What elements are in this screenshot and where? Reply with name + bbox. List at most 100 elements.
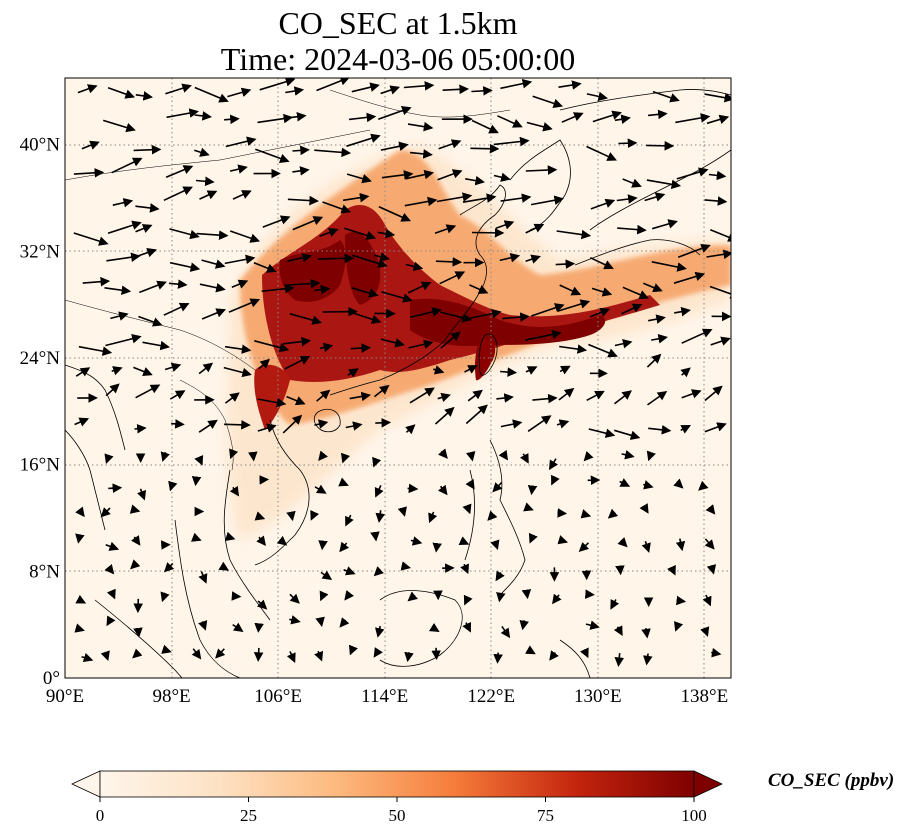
wind-arrow-icon: [705, 504, 716, 515]
wind-arrow-icon: [437, 448, 448, 459]
wind-arrow-icon: [493, 136, 530, 147]
wind-arrow-icon: [551, 474, 560, 486]
wind-arrow-icon: [259, 78, 296, 91]
wind-arrow-icon: [673, 478, 684, 489]
wind-arrow-icon: [74, 623, 85, 633]
wind-arrow-icon: [521, 589, 532, 600]
wind-arrow-icon: [338, 477, 349, 487]
wind-arrow-icon: [224, 114, 240, 125]
wind-arrow-icon: [525, 223, 545, 234]
wind-arrow-icon: [110, 311, 129, 321]
wind-arrow-icon: [168, 480, 178, 492]
wind-arrow-icon: [139, 280, 167, 294]
wind-arrow-icon: [622, 178, 642, 188]
wind-vectors: [73, 78, 731, 667]
wind-arrow-icon: [428, 622, 440, 633]
wind-arrow-icon: [198, 571, 208, 584]
wind-arrow-icon: [346, 133, 381, 147]
wind-arrow-icon: [614, 339, 633, 349]
wind-arrow-icon: [525, 254, 541, 264]
wind-arrow-icon: [438, 139, 462, 150]
wind-arrow-icon: [578, 541, 590, 552]
wind-arrow-icon: [646, 179, 682, 190]
wind-arrow-icon: [375, 418, 392, 428]
wind-arrow-icon: [349, 391, 371, 402]
colorbar-tick-label: 0: [96, 806, 105, 825]
wind-arrow-icon: [469, 284, 489, 294]
wind-arrow-icon: [527, 484, 538, 496]
wind-arrow-icon: [706, 249, 731, 260]
wind-arrow-icon: [130, 535, 141, 546]
wind-arrow-icon: [617, 224, 647, 235]
wind-arrow-icon: [588, 428, 616, 438]
wind-arrow-icon: [130, 559, 141, 570]
wind-arrow-icon: [231, 591, 242, 601]
wind-arrow-icon: [286, 510, 296, 522]
wind-arrow-icon: [256, 599, 268, 610]
wind-arrow-icon: [614, 114, 631, 124]
wind-arrow-icon: [171, 419, 185, 429]
wind-arrow-icon: [292, 145, 310, 156]
wind-arrow-icon: [646, 353, 662, 368]
wind-arrow-icon: [289, 312, 322, 325]
wind-arrow-icon: [292, 166, 310, 176]
wind-arrow-icon: [403, 81, 435, 91]
wind-arrow-icon: [405, 424, 416, 435]
wind-arrow-icon: [198, 362, 214, 375]
wind-arrow-icon: [105, 334, 142, 347]
wind-arrow-icon: [165, 83, 192, 95]
wind-arrow-icon: [258, 358, 270, 370]
wind-arrow-icon: [285, 278, 321, 289]
wind-arrow-icon: [462, 621, 472, 633]
wind-arrow-icon: [137, 488, 147, 501]
wind-arrow-icon: [500, 625, 511, 639]
wind-arrow-icon: [647, 390, 668, 406]
wind-arrow-icon: [433, 365, 445, 375]
wind-arrow-icon: [310, 510, 320, 521]
wind-arrow-icon: [74, 417, 90, 427]
wind-arrow-icon: [619, 478, 631, 487]
wind-arrow-icon: [676, 595, 687, 606]
wind-arrow-icon: [339, 541, 350, 553]
wind-arrow-icon: [142, 340, 170, 351]
wind-arrow-icon: [344, 227, 377, 241]
wind-arrow-icon: [348, 644, 358, 656]
wind-arrow-icon: [102, 119, 136, 133]
wind-arrow-icon: [532, 393, 558, 404]
wind-arrow-icon: [460, 563, 469, 575]
wind-arrow-icon: [345, 514, 354, 527]
colorbar-gradient: [99, 770, 695, 798]
colorbar-tick-label: 25: [240, 806, 257, 825]
wind-arrow-icon: [614, 390, 632, 405]
wind-arrow-icon: [78, 345, 113, 356]
wind-arrow-icon: [201, 308, 226, 320]
wind-arrow-icon: [194, 86, 229, 103]
wind-arrow-icon: [431, 647, 441, 661]
wind-arrow-icon: [319, 227, 339, 237]
wind-arrow-icon: [196, 230, 229, 240]
wind-arrow-icon: [228, 298, 261, 313]
wind-arrow-icon: [519, 619, 529, 631]
wind-arrow-icon: [224, 392, 240, 404]
wind-arrow-icon: [710, 229, 731, 242]
wind-arrow-icon: [315, 616, 325, 627]
wind-arrow-icon: [500, 78, 533, 90]
wind-arrow-icon: [641, 540, 651, 553]
wind-arrow-icon: [500, 419, 523, 429]
wind-arrow-icon: [163, 302, 190, 316]
wind-arrow-icon: [135, 384, 161, 399]
wind-arrow-icon: [374, 484, 384, 498]
wind-arrow-icon: [111, 157, 143, 174]
wind-arrow-icon: [380, 338, 405, 348]
wind-arrow-icon: [616, 194, 638, 204]
wind-arrow-icon: [135, 248, 157, 258]
wind-arrow-icon: [375, 625, 385, 638]
wind-arrow-icon: [437, 169, 463, 181]
wind-arrow-icon: [466, 308, 502, 320]
wind-arrow-icon: [590, 198, 616, 210]
wind-arrow-icon: [132, 648, 143, 659]
wind-arrow-icon: [344, 590, 355, 601]
wind-arrow-icon: [168, 279, 188, 289]
wind-arrow-icon: [610, 598, 620, 610]
wind-arrow-icon: [618, 138, 638, 148]
